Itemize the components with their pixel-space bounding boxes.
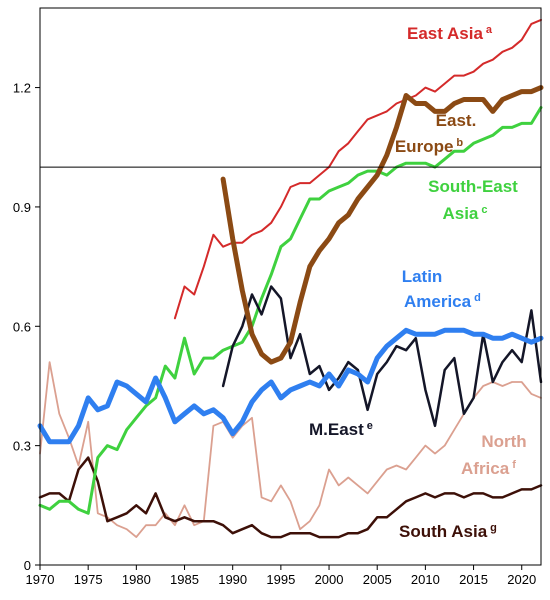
series-footnote-marker: c — [481, 204, 487, 216]
series-label-east-europe: East. — [436, 111, 477, 130]
x-tick-label: 2000 — [315, 572, 344, 587]
x-tick-label: 1985 — [170, 572, 199, 587]
series-line-east-asia — [173, 18, 542, 320]
series-line-north-africa — [39, 361, 542, 538]
series-label-south-east-asia: Asia c — [442, 204, 487, 223]
series-footnote-marker: a — [486, 24, 493, 36]
y-tick-label: 0 — [24, 558, 31, 573]
x-tick-label: 2020 — [507, 572, 536, 587]
series-label-m-east: M.East e — [309, 420, 373, 439]
series-label-latin-america: Latin — [402, 267, 443, 286]
series-label-east-europe: Europe b — [395, 137, 464, 156]
y-tick-label: 1.2 — [13, 81, 31, 96]
x-tick-label: 2015 — [459, 572, 488, 587]
series-line-latin-america — [37, 327, 544, 445]
y-tick-label: 0.6 — [13, 319, 31, 334]
series-label-north-africa: North — [481, 432, 526, 451]
y-tick-label: 0.3 — [13, 439, 31, 454]
x-tick-label: 2010 — [411, 572, 440, 587]
series-label-south-asia: South Asia g — [399, 522, 497, 541]
series-label-north-africa: Africa f — [461, 459, 516, 478]
series-line-south-east-asia — [38, 106, 543, 515]
x-tick-label: 1970 — [26, 572, 55, 587]
series-label-latin-america: America d — [404, 292, 481, 311]
series-footnote-marker: d — [474, 292, 481, 304]
series-line-m-east — [221, 285, 543, 428]
y-tick-label: 0.9 — [13, 200, 31, 215]
series-line-south-asia — [38, 456, 543, 539]
x-tick-label: 1990 — [218, 572, 247, 587]
series-footnote-marker: g — [490, 522, 497, 534]
plot-frame — [39, 7, 542, 566]
series-footnote-marker: f — [512, 459, 516, 471]
series-label-south-east-asia: South-East — [428, 177, 518, 196]
series-footnote-marker: b — [456, 137, 463, 149]
series-line-east-europe — [220, 85, 544, 365]
x-tick-label: 2005 — [363, 572, 392, 587]
x-tick-label: 1975 — [74, 572, 103, 587]
series-label-east-asia: East Asia a — [407, 24, 493, 43]
x-tick-label: 1995 — [266, 572, 295, 587]
series-footnote-marker: e — [367, 420, 373, 432]
x-tick-label: 1980 — [122, 572, 151, 587]
